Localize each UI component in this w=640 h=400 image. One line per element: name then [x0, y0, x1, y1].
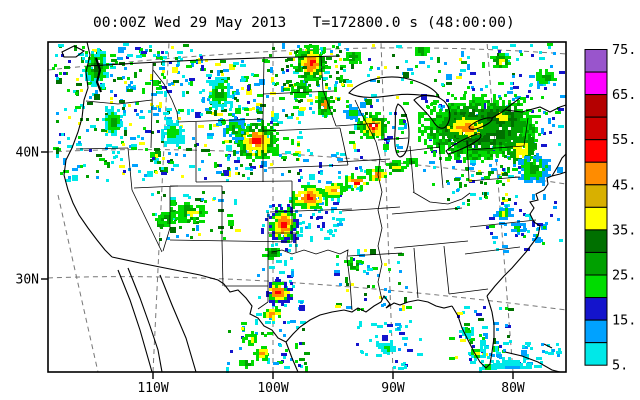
colorbar-swatch-8: [584, 229, 608, 253]
colorbar-swatch-5: [584, 161, 608, 186]
lat-label-30N: 30N: [16, 273, 39, 288]
map-borders: [61, 41, 567, 373]
colorbar-swatch-0: [584, 49, 608, 73]
colorbar-swatch-3: [584, 116, 608, 141]
colorbar-swatch-2: [584, 94, 608, 118]
lon-label-100W: 100W: [257, 381, 288, 396]
colorbar-label-55: 55.: [612, 132, 636, 148]
colorbar: 75. 65. 55. 45. 35. 25. 15. 5.: [584, 42, 636, 374]
colorbar-swatch-6: [584, 184, 608, 208]
lon-label-80W: 80W: [501, 381, 525, 396]
colorbar-swatch-11: [584, 297, 608, 321]
plot-title: 00:00Z Wed 29 May 2013 T=172800.0 s (48:…: [93, 14, 515, 31]
colorbar-swatch-1: [584, 71, 608, 96]
lon-label-110W: 110W: [137, 381, 168, 396]
colorbar-swatch-9: [584, 251, 608, 276]
axis-labels: 40N 30N 110W 100W 90W 80W: [16, 146, 525, 397]
colorbar-label-75: 75.: [612, 42, 636, 58]
map-frame: [47, 41, 567, 373]
lon-label-90W: 90W: [381, 381, 405, 396]
colorbar-label-35: 35.: [612, 222, 636, 238]
colorbar-label-25: 25.: [612, 268, 636, 284]
colorbar-label-15: 15.: [612, 313, 636, 329]
colorbar-swatch-4: [584, 139, 608, 163]
colorbar-swatch-13: [584, 342, 608, 366]
colorbar-swatch-7: [584, 206, 608, 231]
colorbar-label-5: 5.: [612, 358, 628, 374]
colorbar-label-45: 45.: [612, 177, 636, 193]
colorbar-label-65: 65.: [612, 87, 636, 103]
precipitation-layer: [52, 43, 566, 373]
colorbar-swatch-10: [584, 274, 608, 299]
lat-label-40N: 40N: [16, 146, 39, 161]
colorbar-swatch-12: [584, 319, 608, 344]
